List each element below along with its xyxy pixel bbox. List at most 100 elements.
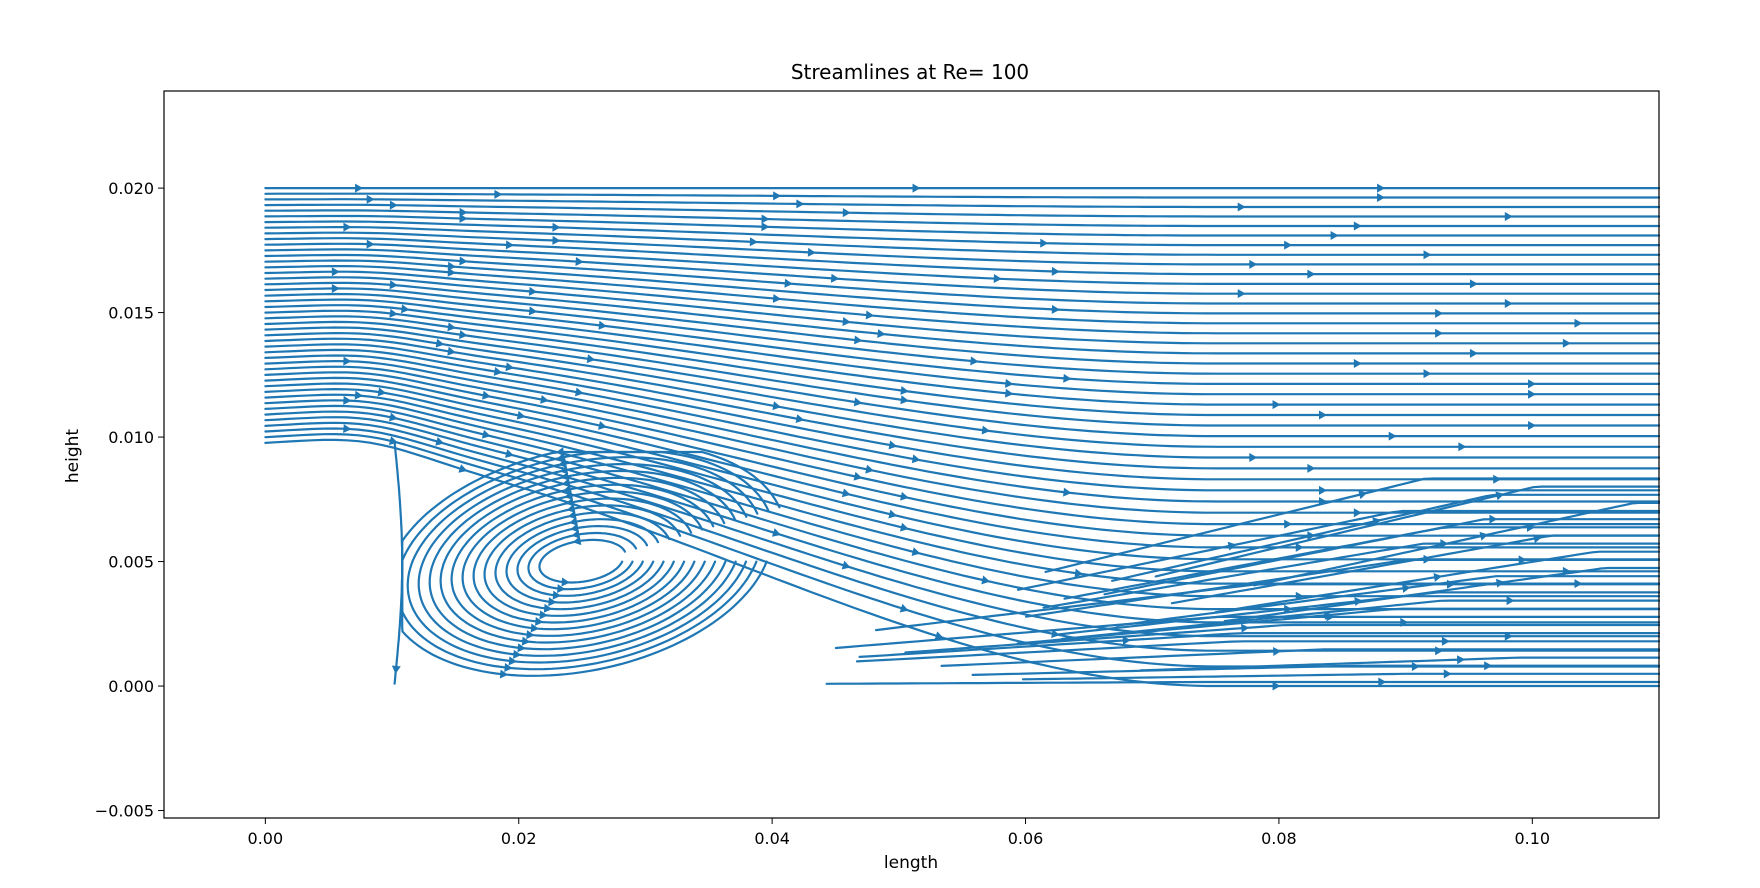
stream-arrow xyxy=(1353,221,1362,231)
stream-arrow xyxy=(1528,379,1537,389)
stream-arrow xyxy=(561,478,571,488)
streamline xyxy=(264,354,1661,492)
stream-arrow xyxy=(459,330,468,340)
stream-arrow xyxy=(354,390,364,400)
streamline xyxy=(450,483,715,637)
stream-arrow xyxy=(1005,388,1014,398)
stream-arrow xyxy=(1372,517,1382,527)
stream-arrow xyxy=(807,247,816,257)
stream-arrow xyxy=(900,395,909,405)
streamline xyxy=(264,298,1661,385)
stream-arrow xyxy=(865,464,874,474)
stream-arrow xyxy=(784,278,793,288)
stream-arrow xyxy=(586,354,596,364)
stream-arrow xyxy=(1562,338,1571,348)
streamline xyxy=(417,463,748,657)
stream-arrow xyxy=(598,320,607,330)
stream-arrow xyxy=(1284,240,1293,250)
stream-arrow xyxy=(1495,491,1505,501)
stream-arrow xyxy=(555,447,565,457)
stream-arrow xyxy=(1435,328,1444,338)
stream-arrow xyxy=(1074,568,1084,578)
y-tick-label: 0.020 xyxy=(108,179,154,198)
stream-arrow xyxy=(1506,596,1515,606)
stream-arrow xyxy=(505,362,514,372)
streamline xyxy=(1021,672,1661,681)
stream-arrow xyxy=(1249,453,1258,463)
streamline xyxy=(264,438,1661,688)
stream-arrow xyxy=(528,286,538,296)
streamline xyxy=(875,583,1661,632)
streamline xyxy=(516,525,649,597)
stream-arrow xyxy=(1319,485,1328,495)
stream-arrow xyxy=(900,491,909,501)
streamline xyxy=(1139,656,1661,672)
stream-arrow xyxy=(343,424,352,434)
stream-arrow xyxy=(1284,604,1293,614)
stream-arrow xyxy=(557,584,566,594)
streamlines-group xyxy=(264,187,1661,688)
stream-arrow xyxy=(575,257,584,267)
stream-arrow xyxy=(513,649,522,659)
stream-arrow xyxy=(1377,183,1386,193)
stream-arrow xyxy=(559,465,569,475)
stream-arrow xyxy=(548,597,557,607)
y-tick-label: 0.010 xyxy=(108,428,154,447)
stream-arrow xyxy=(389,308,398,318)
stream-arrow xyxy=(1307,269,1316,279)
streamline xyxy=(1253,501,1661,587)
stream-arrow xyxy=(1423,369,1432,379)
arrows-group xyxy=(331,183,1583,691)
stream-arrow xyxy=(1574,318,1583,328)
streamline xyxy=(264,421,1661,638)
stream-arrow xyxy=(389,200,398,210)
stream-arrow xyxy=(761,214,770,224)
stream-arrow xyxy=(1528,421,1537,431)
streamline xyxy=(264,203,1661,218)
stream-arrow xyxy=(1489,514,1498,524)
streamline xyxy=(858,632,1661,658)
stream-arrow xyxy=(1388,431,1397,441)
stream-arrow xyxy=(343,222,352,232)
streamline xyxy=(264,331,1661,448)
stream-arrow xyxy=(842,208,851,218)
stream-arrow xyxy=(1469,348,1478,358)
stream-arrow xyxy=(447,322,456,332)
stream-arrow xyxy=(1051,266,1060,276)
streamline xyxy=(264,281,1661,355)
streamline xyxy=(264,359,1661,503)
stream-arrow xyxy=(1443,669,1452,679)
stream-arrow xyxy=(539,610,548,620)
stream-arrow xyxy=(569,516,578,526)
stream-arrow xyxy=(481,429,491,439)
streamline xyxy=(1042,542,1661,609)
streamline xyxy=(264,326,1661,438)
stream-arrow xyxy=(1005,378,1014,388)
stream-arrow xyxy=(458,464,468,473)
streamline xyxy=(264,309,1661,406)
x-tick-label: 0.10 xyxy=(1514,829,1550,848)
streamline xyxy=(439,476,726,644)
stream-arrow xyxy=(1435,646,1444,656)
stream-arrow xyxy=(1456,655,1466,665)
streamline xyxy=(1061,599,1661,641)
stream-arrow xyxy=(499,669,509,679)
stream-arrow xyxy=(1484,661,1493,671)
streamline xyxy=(1111,493,1661,582)
stream-arrow xyxy=(1319,410,1328,420)
stream-arrow xyxy=(1433,572,1443,582)
stream-arrow xyxy=(331,267,340,277)
stream-arrow xyxy=(1400,617,1409,627)
stream-arrow xyxy=(1295,542,1304,552)
streamline xyxy=(855,640,1661,663)
stream-arrow xyxy=(1051,629,1060,639)
x-axis-label: length xyxy=(884,853,938,873)
stream-arrow xyxy=(540,394,549,404)
stream-arrow xyxy=(598,421,607,430)
stream-arrow xyxy=(853,397,863,407)
stream-arrow xyxy=(1504,298,1513,308)
stream-arrow xyxy=(574,387,584,397)
stream-arrow xyxy=(1469,279,1478,289)
stream-arrow xyxy=(567,510,577,520)
stream-arrow xyxy=(888,440,898,450)
